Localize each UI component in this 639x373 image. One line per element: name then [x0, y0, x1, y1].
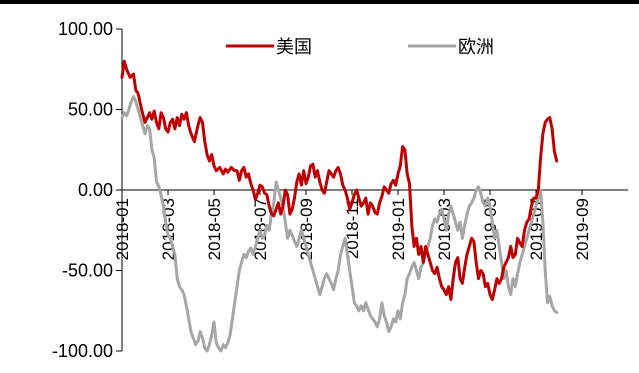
- x-tick-label: 2019-01: [389, 198, 408, 260]
- series-line-0: [120, 59, 559, 301]
- y-tick-label: -100.00: [52, 341, 113, 361]
- series-layer: [120, 59, 559, 353]
- y-tick-label: 50.00: [68, 100, 113, 120]
- x-tick-label: 2018-11: [343, 198, 362, 259]
- x-tick-label: 2018-05: [205, 198, 224, 260]
- x-tick-label: 2018-09: [297, 198, 316, 260]
- x-tick-label: 2018-01: [113, 198, 132, 260]
- x-tick-label: 2019-05: [481, 198, 500, 260]
- top-border: [0, 0, 639, 4]
- y-tick-label: 100.00: [58, 19, 113, 39]
- legend: 美国 欧洲: [226, 37, 494, 57]
- x-tick-label: 2019-09: [573, 198, 592, 260]
- series-line-1: [120, 95, 559, 353]
- x-axis: 2018-01 2018-03 2018-05 2018-07 2018-09 2018-…: [113, 189, 628, 260]
- y-tick-label: 0.00: [78, 180, 113, 200]
- legend-label-0: 美国: [276, 37, 312, 57]
- legend-label-1: 欧洲: [458, 37, 494, 57]
- y-axis: 100.00 50.00 0.00 -50.00 -100.00: [52, 19, 123, 361]
- y-tick-label: -50.00: [62, 261, 113, 281]
